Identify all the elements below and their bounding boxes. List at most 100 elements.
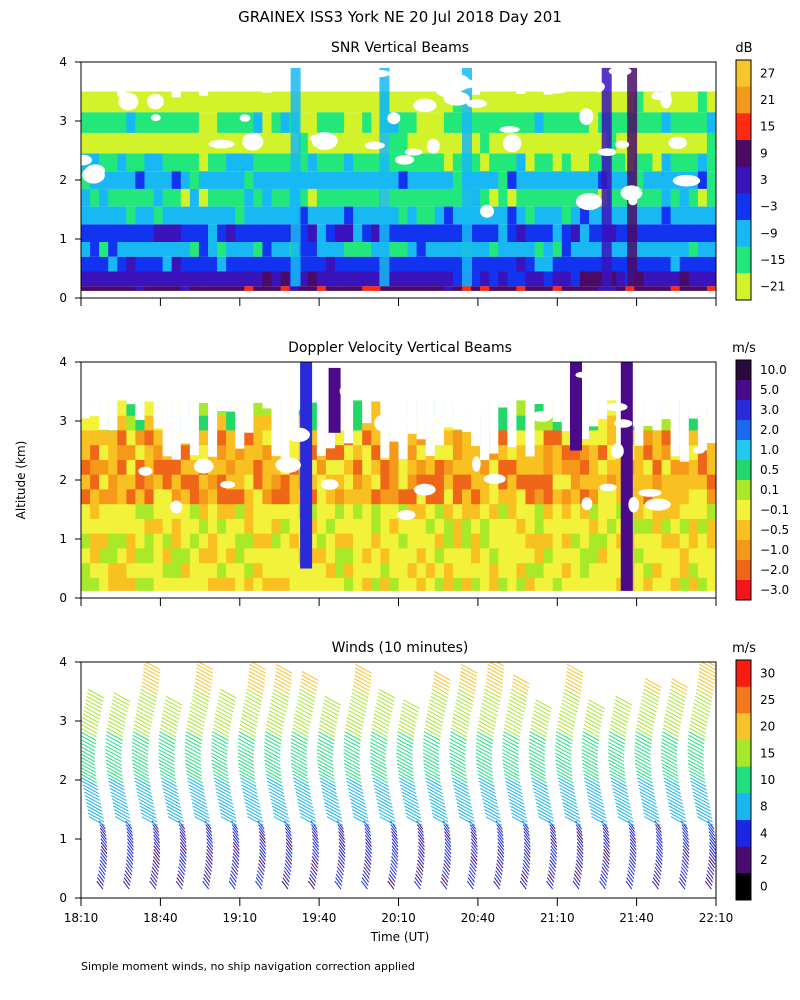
colorbar-label: 1.0 — [760, 443, 779, 457]
wind-barb — [338, 831, 346, 840]
velocity-cell — [99, 577, 109, 593]
wind-barb — [205, 831, 213, 840]
wind-barb — [215, 787, 232, 798]
wind-barb — [661, 759, 678, 770]
wind-barb — [629, 856, 636, 865]
snr-cell — [325, 224, 336, 242]
wind-barb — [487, 667, 504, 678]
snr-cell — [407, 271, 418, 287]
velocity-cell — [543, 518, 554, 534]
wind-barb — [708, 834, 716, 844]
wind-barb — [213, 724, 230, 734]
velocity-gap — [339, 384, 354, 398]
snr-cell — [280, 224, 291, 242]
snr-cell — [307, 224, 318, 242]
wind-barb — [229, 877, 237, 886]
snr-cell — [589, 112, 599, 133]
snr-cell — [162, 171, 173, 189]
velocity-cell — [589, 518, 599, 534]
wind-barb — [189, 791, 207, 802]
velocity-cell — [135, 488, 146, 505]
wind-barb — [399, 780, 416, 791]
wind-barb — [371, 770, 388, 780]
wind-barb — [301, 674, 318, 685]
wind-barb — [638, 713, 655, 724]
snr-cell — [371, 271, 381, 287]
wind-barb — [510, 688, 528, 699]
snr-cell — [434, 153, 445, 172]
snr-cell — [534, 271, 545, 287]
velocity-cell — [117, 429, 127, 446]
wind-barb — [575, 863, 583, 872]
wind-barb — [423, 731, 441, 741]
colorbar-label: −0.5 — [760, 523, 789, 537]
wind-barb — [512, 681, 529, 692]
snr-cell — [507, 188, 518, 207]
snr-cell — [126, 224, 137, 242]
snr-cell — [180, 91, 191, 113]
wind-barb — [269, 706, 286, 717]
snr-cell — [144, 271, 155, 287]
wind-barb — [493, 877, 501, 886]
wind-barb — [475, 748, 493, 759]
wind-barb — [470, 831, 478, 840]
velocity-cell — [262, 503, 273, 519]
velocity-blank — [217, 362, 227, 411]
snr-cell — [325, 256, 336, 272]
wind-barb — [575, 820, 582, 830]
wind-barb — [456, 695, 474, 706]
wind-barb — [418, 845, 425, 855]
wind-barb — [601, 870, 608, 879]
snr-cell — [81, 241, 91, 257]
snr-blank — [570, 62, 581, 91]
velocity-cell — [235, 547, 245, 564]
velocity-cell — [407, 503, 418, 519]
snr-cell — [298, 256, 309, 272]
wind-barb — [475, 752, 493, 763]
wind-barb — [582, 763, 599, 773]
velocity-cell — [407, 474, 418, 490]
wind-barb — [496, 863, 504, 872]
velocity-cell — [471, 518, 481, 534]
wind-barb — [370, 734, 388, 745]
snr-cell — [325, 188, 336, 207]
snr-cell — [198, 188, 209, 207]
snr-cell — [135, 112, 146, 133]
wind-barb — [159, 727, 177, 738]
snr-cell — [162, 256, 173, 272]
wind-barb — [423, 763, 440, 773]
velocity-cell — [416, 547, 427, 564]
velocity-cell — [208, 474, 218, 490]
snr-blank — [81, 62, 91, 72]
wind-barb — [707, 662, 716, 667]
wind-barb — [470, 838, 478, 848]
snr-cell — [226, 271, 236, 287]
wind-barb — [238, 734, 255, 745]
snr-cell — [180, 171, 191, 189]
velocity-cell — [652, 459, 663, 475]
snr-cell — [217, 112, 227, 133]
wind-barb — [211, 741, 228, 752]
wind-barb — [373, 717, 390, 727]
wind-barb — [530, 773, 547, 784]
velocity-cell — [471, 503, 481, 519]
wind-barb — [429, 699, 447, 710]
snr-blank — [416, 62, 427, 68]
colorbar-label: 3.0 — [760, 403, 779, 417]
snr-blank — [135, 62, 146, 89]
snr-cell — [144, 171, 155, 189]
velocity-cell — [525, 577, 536, 593]
wind-barb — [692, 791, 709, 802]
wind-barb — [291, 734, 308, 745]
wind-barb — [347, 787, 365, 798]
snr-blank — [507, 62, 518, 76]
wind-barb — [422, 745, 440, 756]
snr-blank — [90, 62, 100, 85]
snr-cell — [561, 132, 572, 154]
velocity-cell — [325, 488, 336, 505]
snr-cell — [425, 206, 436, 225]
wind-barb — [202, 880, 210, 890]
wind-barb — [133, 727, 150, 738]
wind-barb — [285, 841, 293, 851]
snr-cell — [262, 153, 273, 172]
